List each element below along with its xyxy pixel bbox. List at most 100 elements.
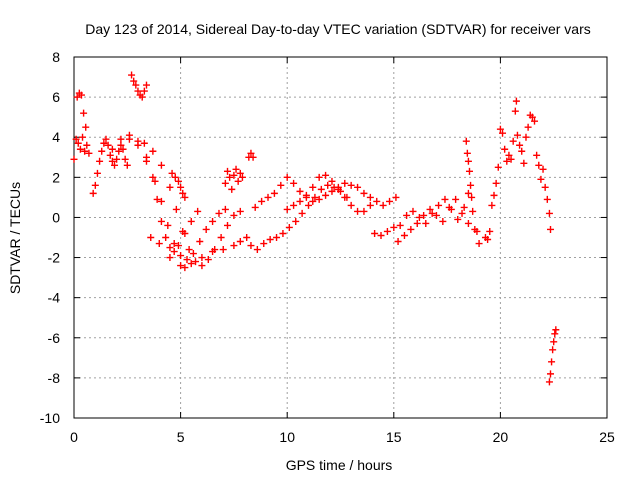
data-point xyxy=(164,221,172,229)
data-point xyxy=(209,217,217,225)
data-point xyxy=(441,195,449,203)
data-point xyxy=(185,246,193,254)
data-point xyxy=(155,240,163,248)
data-points xyxy=(70,71,560,386)
data-point xyxy=(503,157,511,165)
series-cluster-7h xyxy=(221,165,246,193)
data-point xyxy=(420,211,428,219)
data-point xyxy=(513,131,521,139)
data-point xyxy=(528,113,536,121)
x-axis-label: GPS time / hours xyxy=(286,457,393,473)
data-point xyxy=(392,193,400,201)
data-point xyxy=(162,234,170,241)
data-point xyxy=(490,191,498,199)
data-point xyxy=(552,326,560,334)
data-point xyxy=(360,207,368,215)
data-point xyxy=(547,370,555,378)
data-point xyxy=(505,151,513,159)
data-point xyxy=(475,240,483,248)
data-point xyxy=(226,173,234,181)
data-point xyxy=(96,157,104,165)
data-point xyxy=(198,254,206,262)
data-point xyxy=(292,217,300,225)
data-point xyxy=(209,248,217,256)
data-point xyxy=(322,171,330,179)
data-point xyxy=(541,183,549,191)
data-point xyxy=(270,189,278,197)
data-point xyxy=(157,197,165,205)
data-point xyxy=(328,177,336,185)
data-point xyxy=(230,211,238,219)
data-point xyxy=(373,197,381,205)
series-trace-10-14h xyxy=(283,171,374,215)
data-point xyxy=(511,107,519,115)
data-point xyxy=(128,71,136,79)
x-tick-label: 10 xyxy=(279,429,295,445)
data-point xyxy=(290,201,298,209)
data-point xyxy=(468,193,476,201)
data-point xyxy=(260,240,268,248)
data-point xyxy=(183,256,191,264)
data-point xyxy=(111,161,119,169)
data-point xyxy=(464,189,472,197)
data-point xyxy=(403,211,411,219)
data-point xyxy=(390,223,398,231)
data-point xyxy=(153,195,161,203)
data-point xyxy=(547,225,555,233)
data-point xyxy=(198,262,206,270)
data-point xyxy=(204,256,212,264)
series-trace-b xyxy=(125,135,229,264)
data-point xyxy=(171,173,179,181)
data-point xyxy=(236,238,244,246)
data-point xyxy=(149,173,157,181)
data-point xyxy=(305,201,313,209)
data-point xyxy=(324,181,332,189)
data-point xyxy=(512,97,520,105)
data-point xyxy=(317,185,325,193)
data-point xyxy=(219,246,227,254)
data-point xyxy=(253,246,261,254)
data-point xyxy=(379,201,387,209)
grid xyxy=(74,57,607,418)
series-trace-15-19h xyxy=(394,195,483,248)
data-point xyxy=(533,151,541,159)
plot-frame xyxy=(73,56,608,419)
data-point xyxy=(520,159,528,167)
data-point xyxy=(170,240,178,248)
data-point xyxy=(488,201,496,209)
data-point xyxy=(196,238,204,246)
data-point xyxy=(181,264,189,272)
data-point xyxy=(142,81,150,89)
data-point xyxy=(236,207,244,215)
x-tick-label: 25 xyxy=(599,429,615,445)
data-point xyxy=(371,229,379,237)
data-point xyxy=(499,129,507,137)
data-point xyxy=(73,93,81,101)
data-point xyxy=(492,179,500,187)
data-point xyxy=(172,205,180,213)
data-point xyxy=(309,183,317,191)
data-point xyxy=(147,234,155,241)
data-point xyxy=(123,161,131,169)
data-point xyxy=(283,205,291,213)
data-point xyxy=(187,260,195,268)
y-tick-label: -10 xyxy=(40,410,60,426)
data-point xyxy=(168,169,176,177)
data-point xyxy=(413,219,421,227)
data-point xyxy=(221,179,229,187)
data-point xyxy=(550,338,558,346)
data-point xyxy=(279,229,287,237)
data-point xyxy=(309,197,317,205)
data-point xyxy=(516,141,524,149)
data-point xyxy=(509,137,517,145)
y-tick-label: -6 xyxy=(48,330,61,346)
data-point xyxy=(360,189,368,197)
data-point xyxy=(366,193,374,201)
data-point xyxy=(104,141,112,149)
x-tick-label: 0 xyxy=(70,429,78,445)
data-point xyxy=(454,215,462,223)
data-point xyxy=(439,217,447,225)
data-point xyxy=(347,201,355,209)
series-cluster-19-21h xyxy=(481,97,532,244)
data-point xyxy=(83,141,91,149)
